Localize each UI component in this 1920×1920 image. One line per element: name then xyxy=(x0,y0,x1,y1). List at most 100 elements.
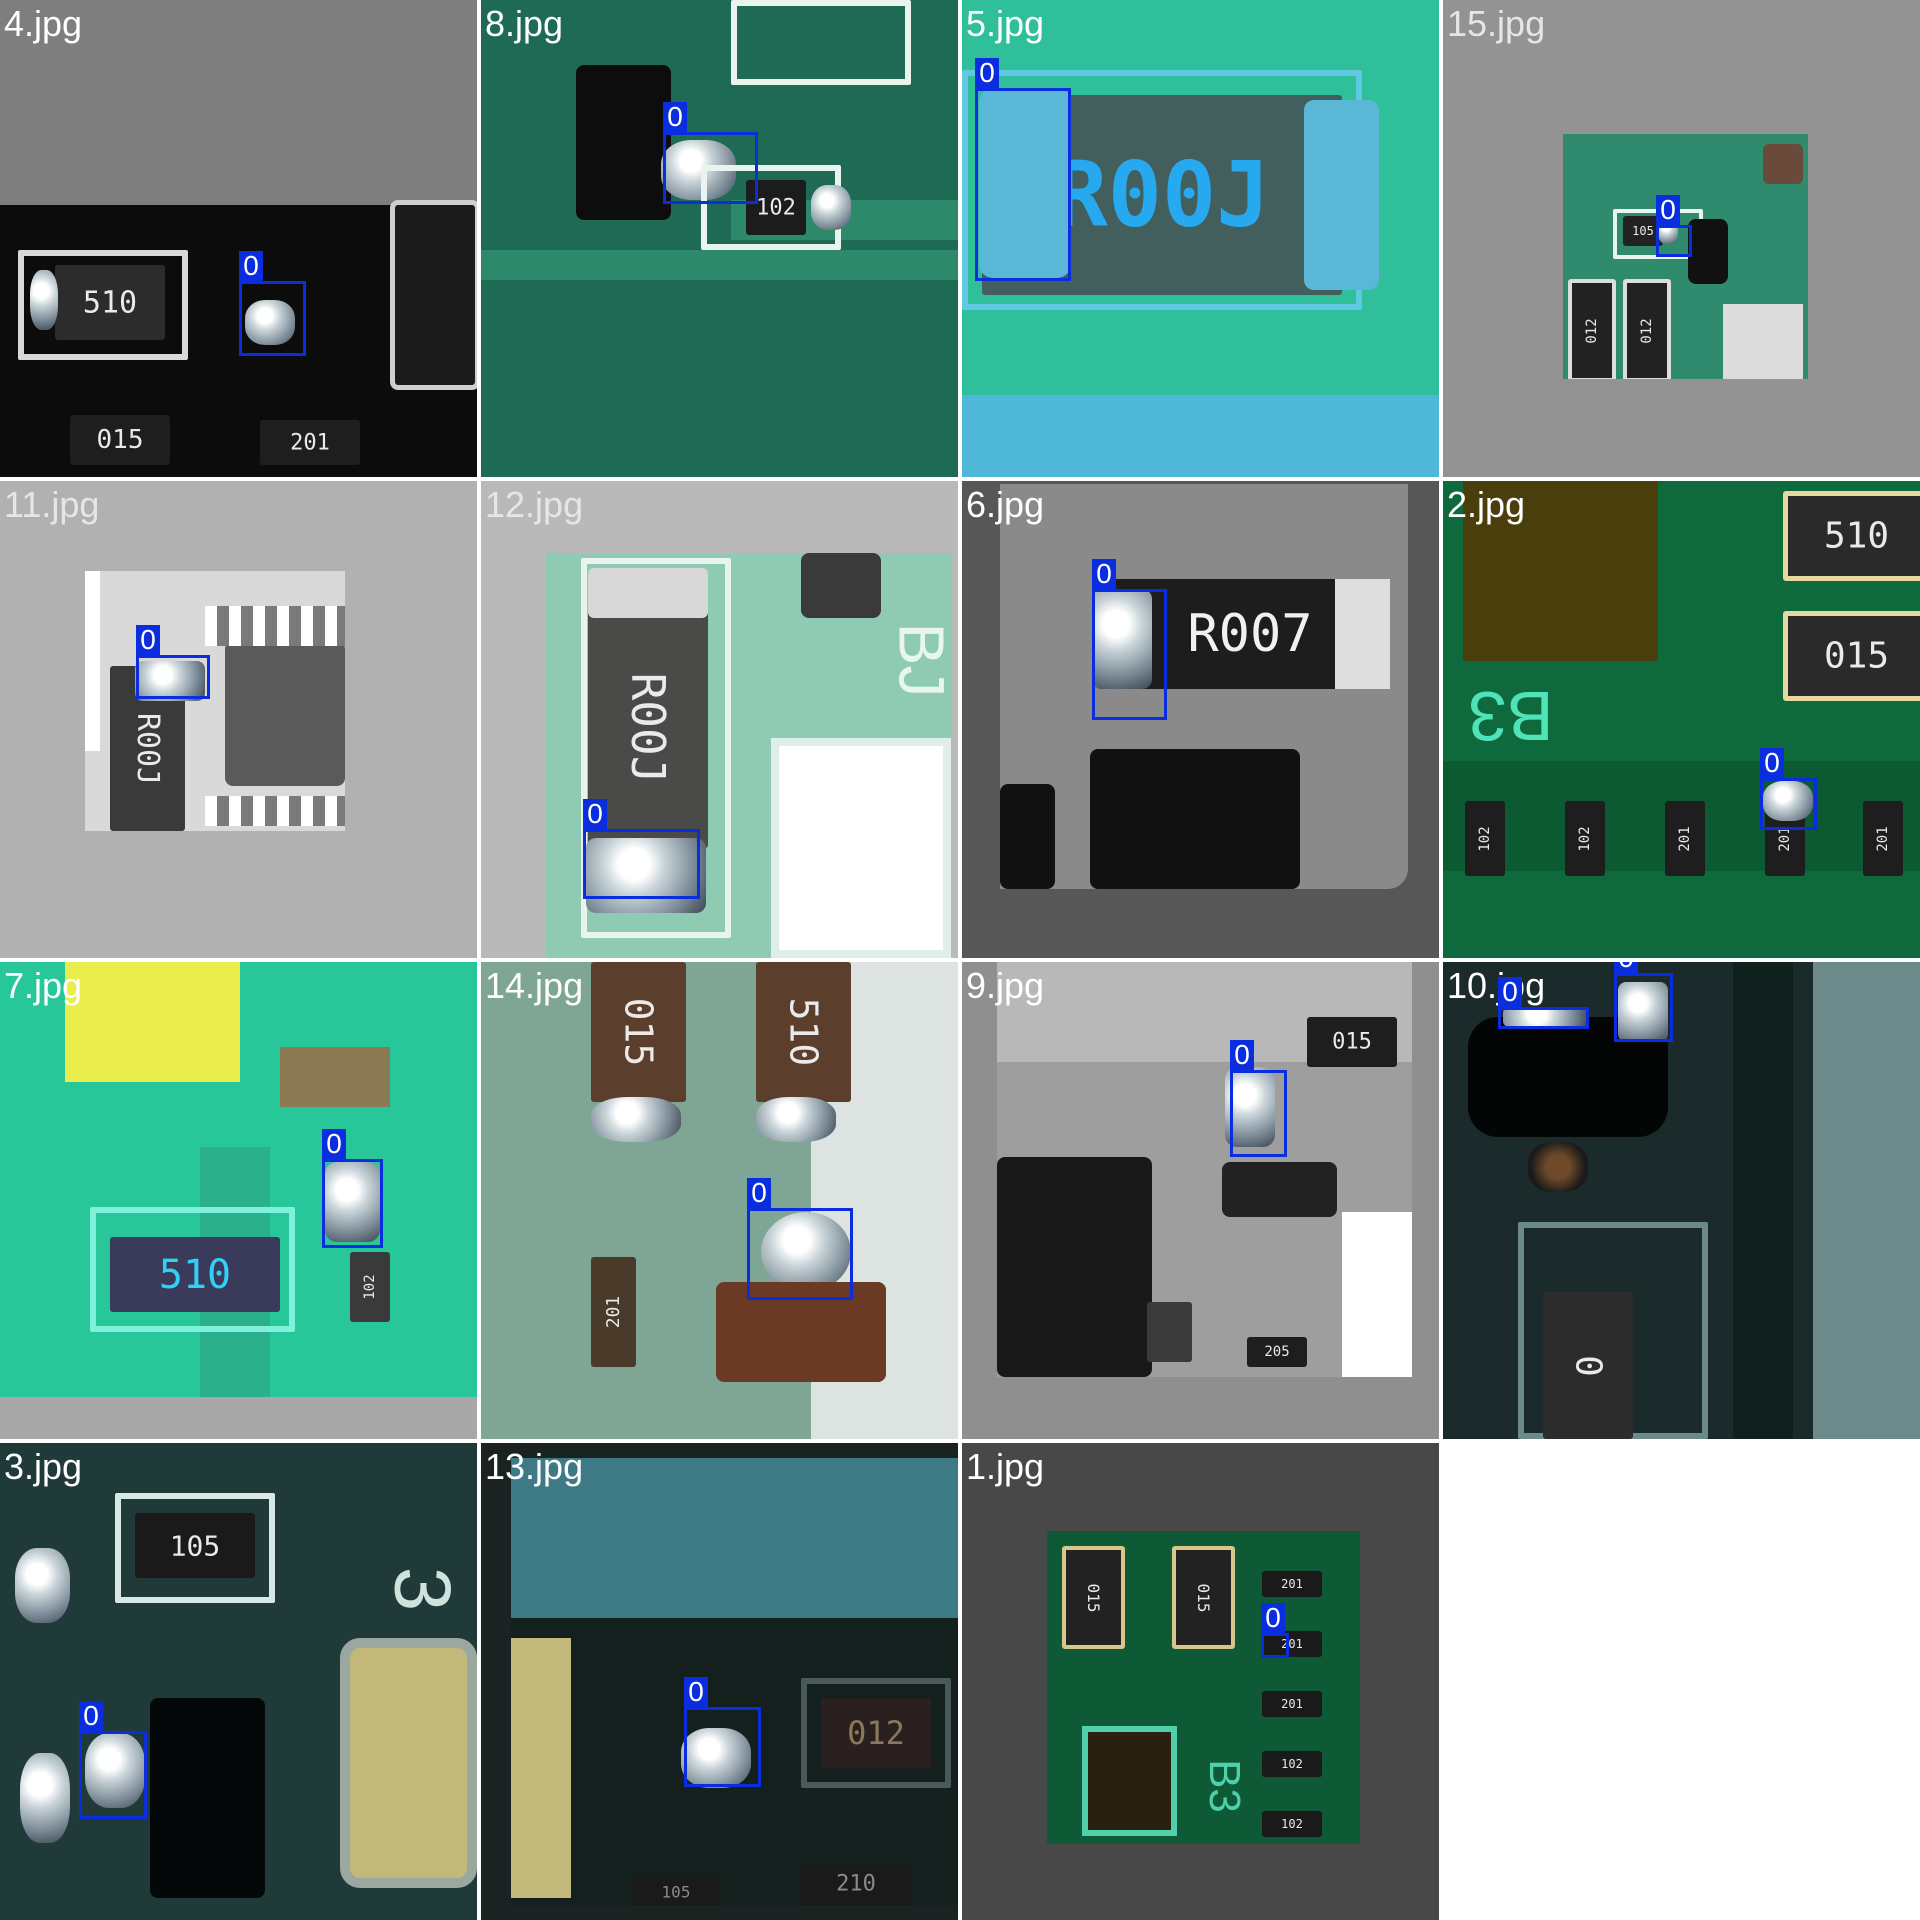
tile-5: R00J 0 5.jpg xyxy=(962,0,1439,477)
class-label: 0 xyxy=(1656,195,1680,225)
component-code: 105 xyxy=(169,1529,221,1562)
class-label: 0 xyxy=(1092,559,1116,589)
component-code: 201 xyxy=(1677,825,1693,852)
component-code: 012 xyxy=(847,1714,905,1752)
detection-box: 0 xyxy=(1230,1040,1287,1157)
silkscreen-text: B3 xyxy=(1468,677,1554,755)
class-label: 0 xyxy=(975,58,999,88)
component-code: 510 xyxy=(781,997,826,1067)
tile-filename: 11.jpg xyxy=(4,484,100,525)
component-code: 201 xyxy=(1281,1577,1303,1591)
tile-3: 105 3 0 3.jpg xyxy=(0,1443,477,1920)
tile-filename: 9.jpg xyxy=(966,965,1045,1006)
component-code: 510 xyxy=(158,1251,232,1298)
component-code: 015 xyxy=(96,425,144,455)
tile-1: 015 015 201 201 201 102 102 B3 0 1.jpg xyxy=(962,1443,1439,1920)
detection-box: 0 xyxy=(1614,962,1673,1042)
component-code: 015 xyxy=(1194,1583,1213,1612)
tile-filename: 13.jpg xyxy=(485,1446,584,1487)
class-label: 0 xyxy=(1261,1603,1285,1633)
component-code: 102 xyxy=(1477,825,1493,852)
detection-box: 0 xyxy=(663,102,758,204)
component-code: R007 xyxy=(1187,604,1313,664)
class-label: 0 xyxy=(79,1701,103,1731)
component-code: 102 xyxy=(362,1274,378,1300)
tile-8: 102 0 8.jpg xyxy=(481,0,958,477)
component-code: 102 xyxy=(1577,825,1593,852)
detection-box: 0 xyxy=(1656,195,1692,257)
tile-10: 0 0 0 10.jpg xyxy=(1443,962,1920,1439)
component-code: 201 xyxy=(290,430,330,455)
component-code: 015 xyxy=(1823,635,1890,677)
detection-box: 0 xyxy=(239,251,306,356)
component-code: 105 xyxy=(1632,224,1654,238)
class-label: 0 xyxy=(1498,977,1522,1007)
detection-box: 0 xyxy=(136,625,210,699)
tile-2: 510 015 B3 102 102 201 201 201 0 2.jpg xyxy=(1443,481,1920,958)
detection-box: 0 xyxy=(1760,748,1817,830)
component-code: 510 xyxy=(1823,515,1890,557)
detection-box: 0 xyxy=(1092,559,1167,720)
component-code: 015 xyxy=(1084,1583,1103,1612)
tile-filename: 4.jpg xyxy=(4,3,83,44)
component-code: 012 xyxy=(1584,317,1600,344)
component-code: 0 xyxy=(1567,1354,1609,1377)
class-label: 0 xyxy=(136,625,160,655)
silkscreen-text: B3 xyxy=(1199,1759,1249,1813)
tile-filename: 1.jpg xyxy=(966,1446,1045,1487)
detection-box: 0 xyxy=(684,1677,761,1787)
component-code: 015 xyxy=(1332,1029,1372,1055)
component-code: R00J xyxy=(130,712,165,785)
tile-filename: 6.jpg xyxy=(966,484,1045,525)
component-code: 201 xyxy=(1875,825,1891,852)
tile-7: 510 102 0 7.jpg xyxy=(0,962,477,1439)
component-code: R00J xyxy=(1053,142,1271,248)
tile-6: R007 0 6.jpg xyxy=(962,481,1439,958)
silkscreen-text: 3 xyxy=(378,1566,468,1612)
component-code: 102 xyxy=(756,195,796,220)
tile-filename: 3.jpg xyxy=(4,1446,83,1487)
silkscreen-text: BJ xyxy=(885,622,951,698)
component-code: 510 xyxy=(82,285,138,320)
detection-box: 0 xyxy=(1498,977,1589,1029)
class-label: 0 xyxy=(1614,962,1638,973)
tile-13: 012 210 105 0 13.jpg xyxy=(481,1443,958,1920)
component-code: 201 xyxy=(1281,1697,1303,1711)
detection-box: 0 xyxy=(975,58,1071,281)
tile-filename: 12.jpg xyxy=(485,484,584,525)
component-code: 102 xyxy=(1281,1817,1303,1831)
component-code: 015 xyxy=(616,997,661,1067)
class-label: 0 xyxy=(583,799,607,829)
component-code: 012 xyxy=(1639,317,1655,344)
component-code: 105 xyxy=(661,1882,691,1901)
tile-9: 015 205 0 9.jpg xyxy=(962,962,1439,1439)
class-label: 0 xyxy=(1230,1040,1254,1070)
detection-box: 0 xyxy=(1261,1603,1289,1658)
class-label: 0 xyxy=(663,102,687,132)
component-code: 201 xyxy=(603,1295,624,1329)
tile-filename: 7.jpg xyxy=(4,965,83,1006)
detection-box: 0 xyxy=(583,799,700,899)
component-code: 210 xyxy=(836,1871,876,1897)
detection-box: 0 xyxy=(747,1178,853,1300)
tile-filename: 10.jpg xyxy=(1447,965,1546,1006)
component-code: 102 xyxy=(1281,1757,1303,1771)
class-label: 0 xyxy=(239,251,263,281)
class-label: 0 xyxy=(1760,748,1784,778)
class-label: 0 xyxy=(747,1178,771,1208)
class-label: 0 xyxy=(684,1677,708,1707)
tile-filename: 15.jpg xyxy=(1447,3,1546,44)
component-code: R00J xyxy=(621,672,675,784)
tile-12: R00J BJ 0 12.jpg xyxy=(481,481,958,958)
component-code: 205 xyxy=(1264,1344,1290,1360)
tile-filename: 2.jpg xyxy=(1447,484,1526,525)
detection-box: 0 xyxy=(322,1129,383,1248)
class-label: 0 xyxy=(322,1129,346,1159)
detection-box: 0 xyxy=(79,1701,147,1819)
tile-14: 015 510 201 0 14.jpg xyxy=(481,962,958,1439)
tile-filename: 8.jpg xyxy=(485,3,564,44)
tile-4: 510 015 201 0 4.jpg xyxy=(0,0,477,477)
tile-filename: 5.jpg xyxy=(966,3,1045,44)
tile-filename: 14.jpg xyxy=(485,965,584,1006)
